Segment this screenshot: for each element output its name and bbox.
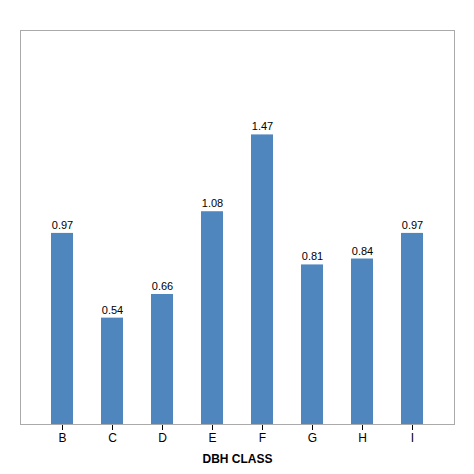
svg-text:1.47: 1.47 [252, 120, 273, 132]
svg-text:0.84: 0.84 [352, 245, 373, 257]
svg-text:H: H [358, 431, 367, 445]
svg-text:1.08: 1.08 [202, 197, 223, 209]
svg-text:0.81: 0.81 [302, 250, 323, 262]
svg-text:0.54: 0.54 [102, 304, 123, 316]
svg-text:G: G [308, 431, 317, 445]
svg-text:F: F [259, 431, 266, 445]
svg-text:I: I [411, 431, 414, 445]
svg-text:D: D [158, 431, 167, 445]
svg-text:C: C [108, 431, 117, 445]
svg-text:0.97: 0.97 [52, 219, 73, 231]
svg-text:DBH CLASS: DBH CLASS [202, 452, 272, 466]
svg-text:E: E [208, 431, 216, 445]
svg-text:B: B [58, 431, 66, 445]
svg-text:0.66: 0.66 [152, 280, 173, 292]
svg-text:0.97: 0.97 [402, 219, 423, 231]
